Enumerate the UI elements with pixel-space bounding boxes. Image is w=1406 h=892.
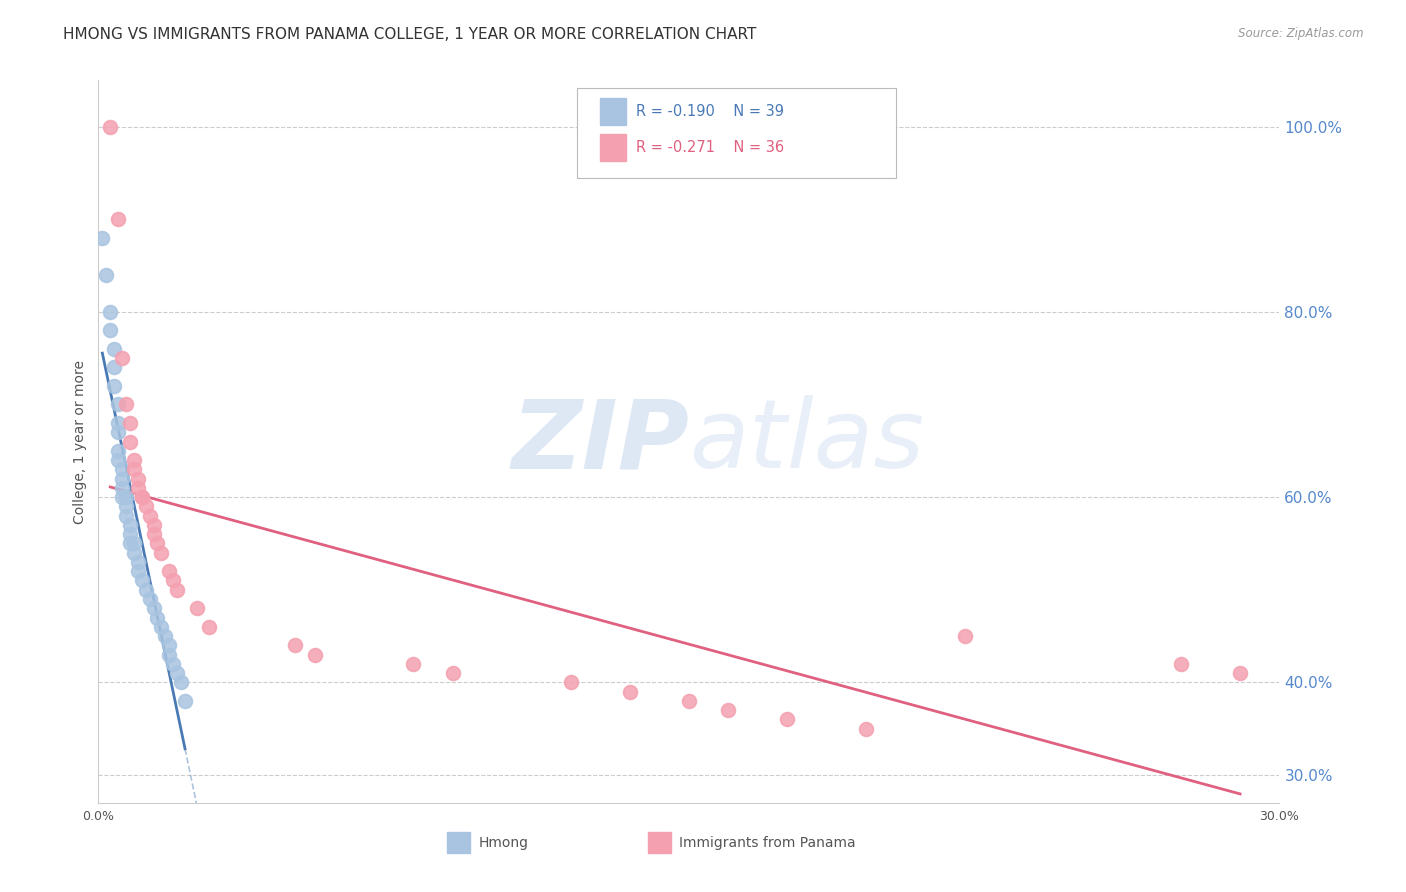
Point	[118, 416, 141, 430]
Point	[170, 675, 193, 690]
Point	[150, 620, 173, 634]
Point	[197, 620, 219, 634]
Point	[91, 231, 114, 245]
FancyBboxPatch shape	[648, 831, 671, 854]
Point	[98, 120, 121, 134]
Point	[855, 722, 877, 736]
Point	[107, 212, 129, 227]
Point	[111, 481, 134, 495]
Point	[157, 564, 180, 578]
Point	[135, 500, 157, 514]
Point	[127, 564, 149, 578]
Point	[103, 360, 125, 375]
Point	[107, 443, 129, 458]
Point	[678, 694, 700, 708]
Point	[122, 453, 145, 467]
Point	[107, 425, 129, 440]
Point	[118, 536, 141, 550]
Point	[304, 648, 326, 662]
Point	[157, 648, 180, 662]
Point	[111, 351, 134, 366]
Point	[186, 601, 208, 615]
Point	[146, 536, 169, 550]
Point	[122, 462, 145, 476]
Point	[162, 574, 184, 588]
Point	[131, 574, 153, 588]
Point	[157, 638, 180, 652]
Text: R = -0.190    N = 39: R = -0.190 N = 39	[636, 103, 783, 119]
Point	[118, 527, 141, 541]
FancyBboxPatch shape	[600, 97, 626, 125]
Point	[166, 666, 188, 681]
Text: ZIP: ZIP	[510, 395, 689, 488]
Text: HMONG VS IMMIGRANTS FROM PANAMA COLLEGE, 1 YEAR OR MORE CORRELATION CHART: HMONG VS IMMIGRANTS FROM PANAMA COLLEGE,…	[63, 27, 756, 42]
Point	[96, 268, 118, 282]
Point	[174, 694, 197, 708]
Point	[284, 638, 307, 652]
Point	[142, 517, 165, 532]
Point	[142, 601, 165, 615]
Point	[138, 592, 160, 607]
Point	[402, 657, 425, 671]
Point	[619, 684, 641, 698]
Point	[776, 713, 799, 727]
Point	[107, 453, 129, 467]
Point	[111, 490, 134, 504]
Point	[127, 555, 149, 569]
Point	[146, 610, 169, 624]
Point	[717, 703, 740, 717]
Point	[135, 582, 157, 597]
Point	[155, 629, 177, 643]
Point	[131, 490, 153, 504]
Point	[118, 517, 141, 532]
Point	[162, 657, 184, 671]
Point	[127, 472, 149, 486]
Y-axis label: College, 1 year or more: College, 1 year or more	[73, 359, 87, 524]
Point	[118, 434, 141, 449]
Point	[115, 397, 138, 411]
Text: Hmong: Hmong	[478, 836, 529, 849]
Point	[98, 323, 121, 337]
Point	[560, 675, 582, 690]
Point	[150, 546, 173, 560]
Point	[1229, 666, 1251, 681]
Point	[98, 305, 121, 319]
Text: Source: ZipAtlas.com: Source: ZipAtlas.com	[1239, 27, 1364, 40]
FancyBboxPatch shape	[576, 87, 896, 178]
Point	[127, 481, 149, 495]
Point	[111, 472, 134, 486]
Point	[1170, 657, 1192, 671]
Point	[103, 379, 125, 393]
FancyBboxPatch shape	[600, 134, 626, 161]
Point	[122, 536, 145, 550]
Text: atlas: atlas	[689, 395, 924, 488]
Point	[103, 342, 125, 356]
Point	[111, 462, 134, 476]
Point	[115, 490, 138, 504]
Point	[107, 397, 129, 411]
Point	[107, 416, 129, 430]
Point	[115, 508, 138, 523]
Text: Immigrants from Panama: Immigrants from Panama	[679, 836, 856, 849]
Point	[115, 500, 138, 514]
Point	[142, 527, 165, 541]
Point	[441, 666, 464, 681]
Point	[138, 508, 160, 523]
Text: R = -0.271    N = 36: R = -0.271 N = 36	[636, 140, 785, 155]
Point	[166, 582, 188, 597]
FancyBboxPatch shape	[447, 831, 471, 854]
Point	[953, 629, 976, 643]
Point	[131, 490, 153, 504]
Point	[122, 546, 145, 560]
